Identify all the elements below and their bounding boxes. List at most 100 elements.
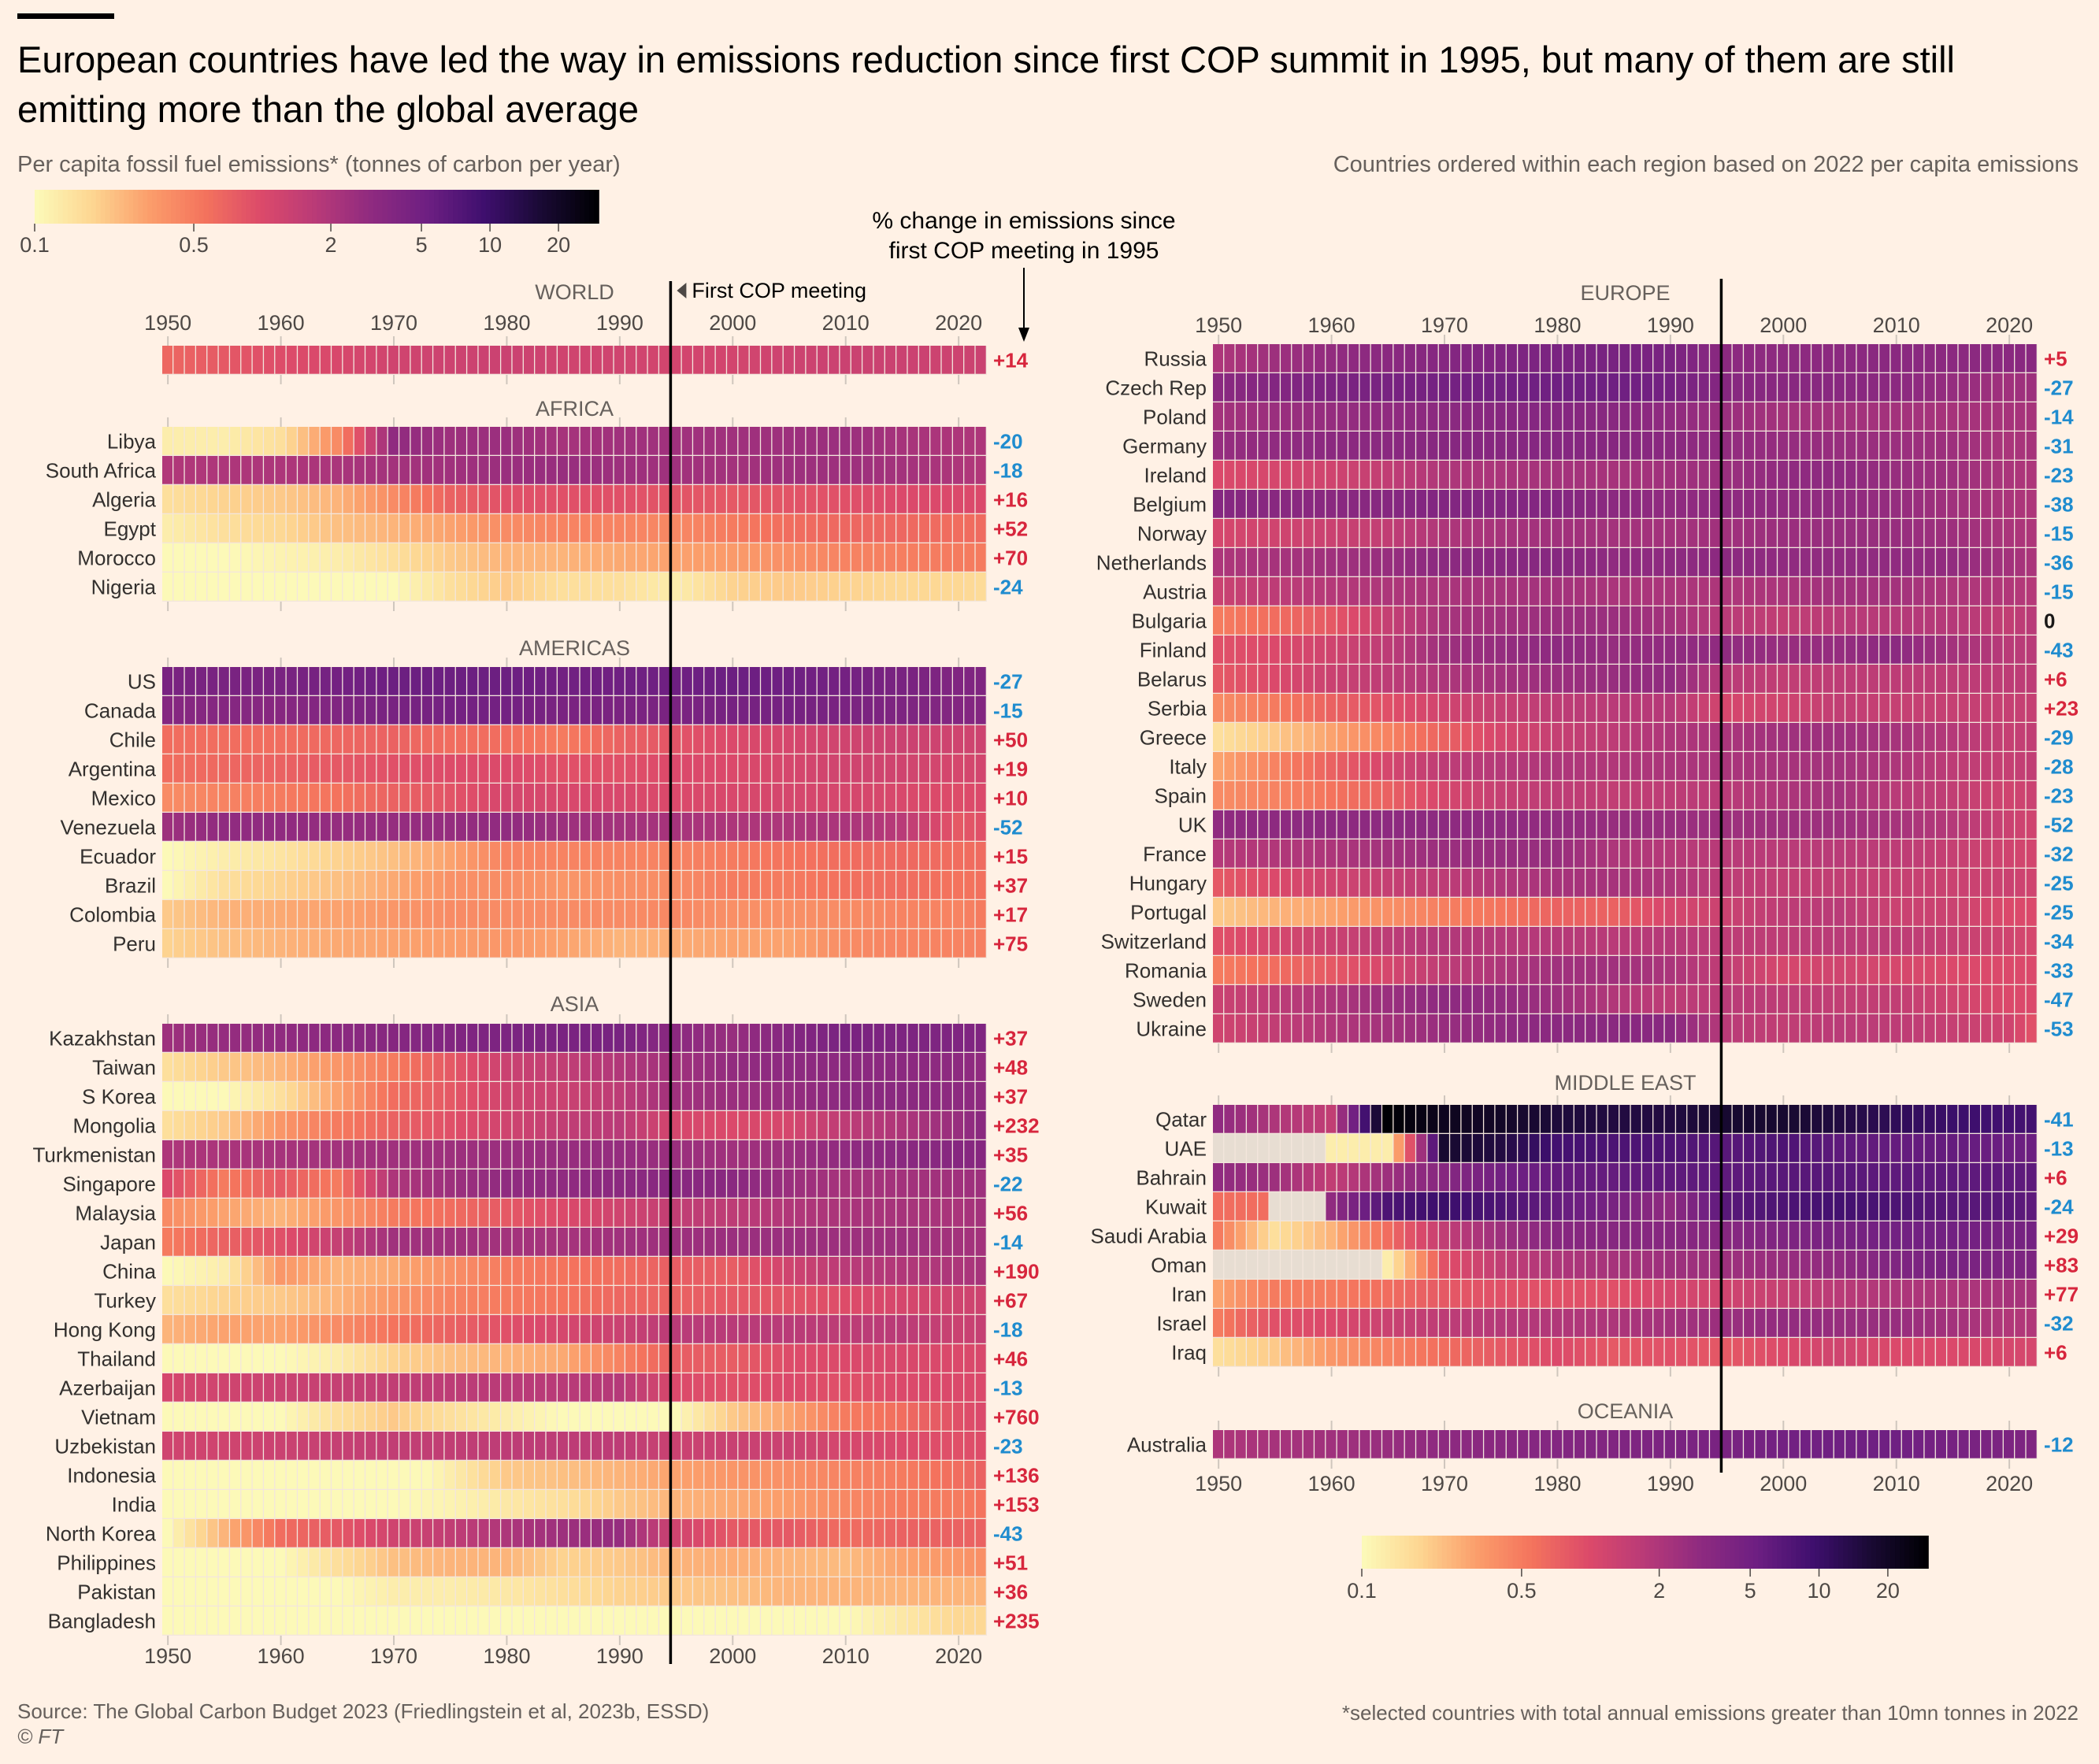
- heatmap-cell: [399, 1373, 410, 1402]
- heatmap-cell: [433, 514, 444, 543]
- heatmap-cell: [862, 456, 873, 484]
- heatmap-cell: [1969, 606, 1980, 635]
- x-tick-label: 2000: [1760, 313, 1807, 337]
- heatmap-cell: [918, 1403, 929, 1431]
- heatmap-row: [162, 1315, 986, 1343]
- heatmap-cell: [1766, 810, 1777, 839]
- heatmap-cell: [478, 1199, 489, 1227]
- heatmap-cell: [354, 754, 365, 783]
- heatmap-cell: [1382, 956, 1393, 984]
- heatmap-cell: [738, 346, 749, 374]
- heatmap-cell: [1563, 927, 1574, 955]
- heatmap-cell: [592, 346, 603, 374]
- heatmap-cell: [2026, 898, 2037, 926]
- pct-change-label: +48: [993, 1056, 1028, 1080]
- heatmap-cell: [444, 813, 455, 841]
- heatmap-cell: [907, 725, 918, 754]
- heatmap-cell: [444, 346, 455, 374]
- heatmap-cell: [1540, 1105, 1551, 1133]
- heatmap-cell: [975, 1228, 986, 1256]
- heatmap-cell: [873, 456, 884, 484]
- heatmap-cell: [727, 543, 738, 572]
- heatmap-cell: [523, 1461, 535, 1489]
- heatmap-row: [1213, 1105, 2037, 1133]
- heatmap-cell: [467, 871, 478, 899]
- heatmap-cell: [1247, 869, 1258, 897]
- heatmap-cell: [1653, 490, 1664, 518]
- heatmap-cell: [1416, 344, 1427, 372]
- heatmap-cell: [184, 784, 195, 812]
- heatmap-cell: [772, 929, 783, 958]
- heatmap-cell: [1958, 548, 1969, 576]
- heatmap-cell: [1676, 723, 1687, 751]
- heatmap-cell: [896, 514, 907, 543]
- heatmap-cell: [829, 784, 840, 812]
- heatmap-cell: [1370, 1134, 1381, 1162]
- heatmap-cell: [918, 813, 929, 841]
- heatmap-cell: [1947, 985, 1958, 1014]
- heatmap-cell: [1438, 956, 1449, 984]
- heatmap-cell: [603, 1111, 614, 1140]
- heatmap-cell: [592, 813, 603, 841]
- heatmap-cell: [184, 543, 195, 572]
- country-label: Brazil: [105, 874, 156, 898]
- heatmap-cell: [1608, 839, 1619, 868]
- heatmap-cell: [444, 1461, 455, 1489]
- heatmap-cell: [670, 1082, 681, 1110]
- heatmap-cell: [1427, 927, 1438, 955]
- heatmap-cell: [1281, 869, 1292, 897]
- heatmap-cell: [1823, 956, 1834, 984]
- heatmap-cell: [1337, 402, 1348, 431]
- heatmap-cell: [1315, 490, 1326, 518]
- heatmap-cell: [1224, 723, 1235, 751]
- heatmap-cell: [1856, 694, 1867, 722]
- heatmap-cell: [1484, 723, 1495, 751]
- heatmap-cell: [930, 1461, 941, 1489]
- heatmap-cell: [512, 1373, 523, 1402]
- heatmap-cell: [218, 485, 229, 513]
- heatmap-cell: [218, 1344, 229, 1373]
- heatmap-cell: [851, 456, 862, 484]
- heatmap-cell: [399, 1403, 410, 1431]
- heatmap-cell: [693, 543, 704, 572]
- heatmap-cell: [761, 1519, 772, 1547]
- heatmap-cell: [592, 1344, 603, 1373]
- heatmap-cell: [1935, 985, 1946, 1014]
- heatmap-cell: [1563, 898, 1574, 926]
- heatmap-cell: [365, 1053, 376, 1081]
- heatmap-cell: [704, 1403, 715, 1431]
- heatmap-cell: [275, 1169, 286, 1198]
- heatmap-cell: [580, 1111, 591, 1140]
- heatmap-cell: [603, 1053, 614, 1081]
- heatmap-cell: [467, 1169, 478, 1198]
- heatmap-cell: [410, 456, 421, 484]
- heatmap-cell: [1348, 373, 1359, 402]
- heatmap-cell: [918, 514, 929, 543]
- heatmap-cell: [546, 1577, 557, 1606]
- heatmap-cell: [603, 813, 614, 841]
- heatmap-cell: [918, 456, 929, 484]
- heatmap-cell: [1213, 636, 1224, 664]
- heatmap-cell: [738, 1111, 749, 1140]
- heatmap-cell: [320, 1140, 331, 1169]
- heatmap-cell: [1540, 490, 1551, 518]
- heatmap-cell: [670, 1199, 681, 1227]
- heatmap-cell: [489, 1228, 500, 1256]
- heatmap-cell: [873, 900, 884, 928]
- heatmap-cell: [1495, 839, 1506, 868]
- heatmap-cell: [1676, 665, 1687, 693]
- heatmap-cell: [1812, 636, 1823, 664]
- heatmap-cell: [1698, 1134, 1709, 1162]
- heatmap-cell: [580, 1606, 591, 1635]
- heatmap-cell: [1947, 839, 1958, 868]
- heatmap-cell: [1958, 985, 1969, 1014]
- heatmap-cell: [964, 900, 975, 928]
- heatmap-cell: [975, 900, 986, 928]
- heatmap-cell: [444, 543, 455, 572]
- heatmap-cell: [184, 871, 195, 899]
- heatmap-cell: [1281, 723, 1292, 751]
- heatmap-cell: [455, 1199, 466, 1227]
- heatmap-cell: [1867, 927, 1878, 955]
- heatmap-cell: [1721, 694, 1732, 722]
- heatmap-cell: [1800, 839, 1811, 868]
